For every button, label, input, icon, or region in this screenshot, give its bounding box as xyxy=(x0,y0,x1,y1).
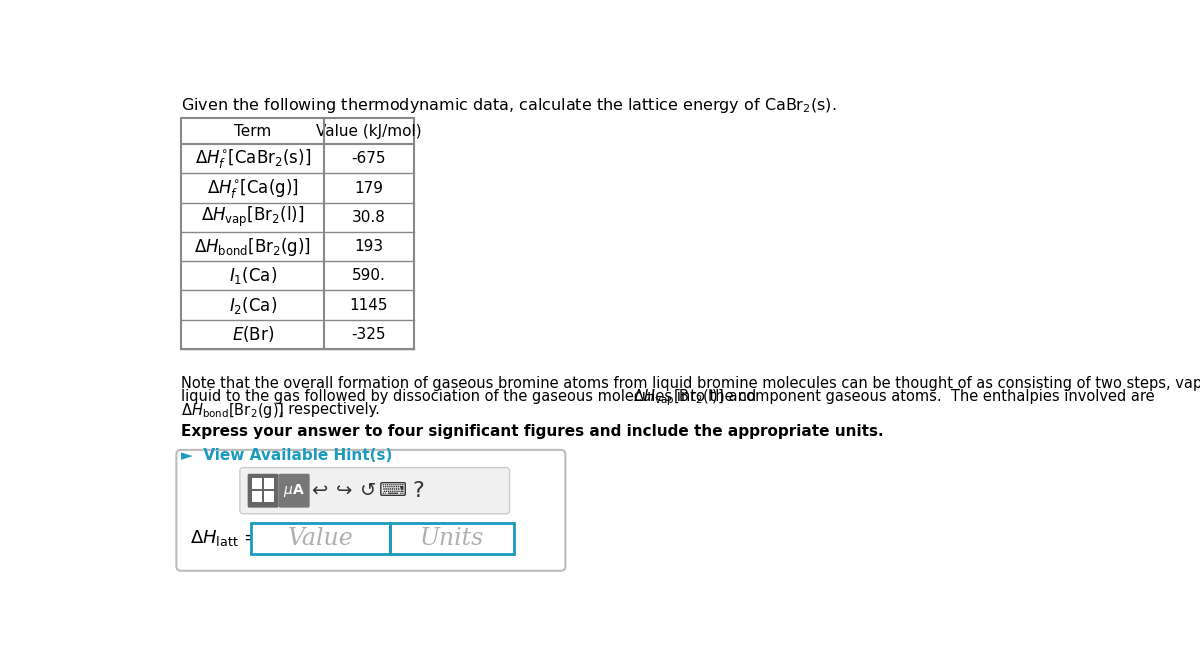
Text: Note that the overall formation of gaseous bromine atoms from liquid bromine mol: Note that the overall formation of gaseo… xyxy=(181,376,1200,391)
FancyBboxPatch shape xyxy=(240,468,510,514)
Text: 1145: 1145 xyxy=(349,298,388,312)
Text: Express your answer to four significant figures and include the appropriate unit: Express your answer to four significant … xyxy=(181,423,883,439)
Bar xyxy=(390,523,515,554)
Text: $\Delta H_f^{\circ}[\mathrm{Ca(g)}]$: $\Delta H_f^{\circ}[\mathrm{Ca(g)}]$ xyxy=(206,177,299,199)
Text: liquid to the gas followed by dissociation of the gaseous molecules into the com: liquid to the gas followed by dissociati… xyxy=(181,389,1159,404)
Bar xyxy=(181,118,414,349)
Text: $I_1(\mathrm{Ca})$: $I_1(\mathrm{Ca})$ xyxy=(229,266,277,286)
Text: $\Delta H_{\mathrm{vap}}[\mathrm{Br_2(l)}]$: $\Delta H_{\mathrm{vap}}[\mathrm{Br_2(l)… xyxy=(202,205,305,229)
Text: $I_2(\mathrm{Ca})$: $I_2(\mathrm{Ca})$ xyxy=(229,294,277,316)
Bar xyxy=(252,492,262,502)
Text: 179: 179 xyxy=(354,181,384,195)
Text: , respectively.: , respectively. xyxy=(280,402,380,417)
Bar xyxy=(252,478,262,489)
Text: ►  View Available Hint(s): ► View Available Hint(s) xyxy=(181,448,392,464)
Text: 590.: 590. xyxy=(352,268,386,284)
Bar xyxy=(251,523,390,554)
FancyBboxPatch shape xyxy=(247,474,278,508)
Text: 30.8: 30.8 xyxy=(352,210,386,225)
Text: $\Delta H_f^{\circ}[\mathrm{CaBr_2(s)}]$: $\Delta H_f^{\circ}[\mathrm{CaBr_2(s)}]$ xyxy=(194,147,311,171)
Text: ↪: ↪ xyxy=(336,481,352,500)
Text: ↺: ↺ xyxy=(360,481,377,500)
Text: ↩: ↩ xyxy=(311,481,328,500)
Text: Given the following thermodynamic data, calculate the lattice energy of CaBr$_2$: Given the following thermodynamic data, … xyxy=(181,96,836,116)
Text: ?: ? xyxy=(413,481,424,500)
Text: Value (kJ/mol): Value (kJ/mol) xyxy=(316,124,421,138)
Text: $E(\mathrm{Br})$: $E(\mathrm{Br})$ xyxy=(232,324,274,345)
Text: -325: -325 xyxy=(352,327,386,342)
FancyBboxPatch shape xyxy=(278,474,310,508)
Bar xyxy=(264,492,274,502)
Text: Term: Term xyxy=(234,124,271,138)
Text: 193: 193 xyxy=(354,239,384,254)
Text: and: and xyxy=(725,389,756,404)
Text: ⌨: ⌨ xyxy=(379,481,408,500)
Text: $\Delta H_{\mathrm{bond}}[\mathrm{Br_2(g)}]$: $\Delta H_{\mathrm{bond}}[\mathrm{Br_2(g… xyxy=(181,401,284,419)
Text: $\Delta H_{\mathrm{bond}}[\mathrm{Br_2(g)}]$: $\Delta H_{\mathrm{bond}}[\mathrm{Br_2(g… xyxy=(194,235,311,258)
Text: -675: -675 xyxy=(352,151,386,167)
Text: Units: Units xyxy=(420,527,485,550)
FancyBboxPatch shape xyxy=(176,450,565,571)
Text: Value: Value xyxy=(288,527,353,550)
Text: $\Delta H_{\mathrm{vap}}[\mathrm{Br_2(l)}]$: $\Delta H_{\mathrm{vap}}[\mathrm{Br_2(l)… xyxy=(632,387,724,408)
Text: $\mu$A: $\mu$A xyxy=(283,482,305,499)
Bar xyxy=(264,478,274,489)
Text: $\Delta H_{\mathrm{latt}}$ =: $\Delta H_{\mathrm{latt}}$ = xyxy=(191,529,258,549)
